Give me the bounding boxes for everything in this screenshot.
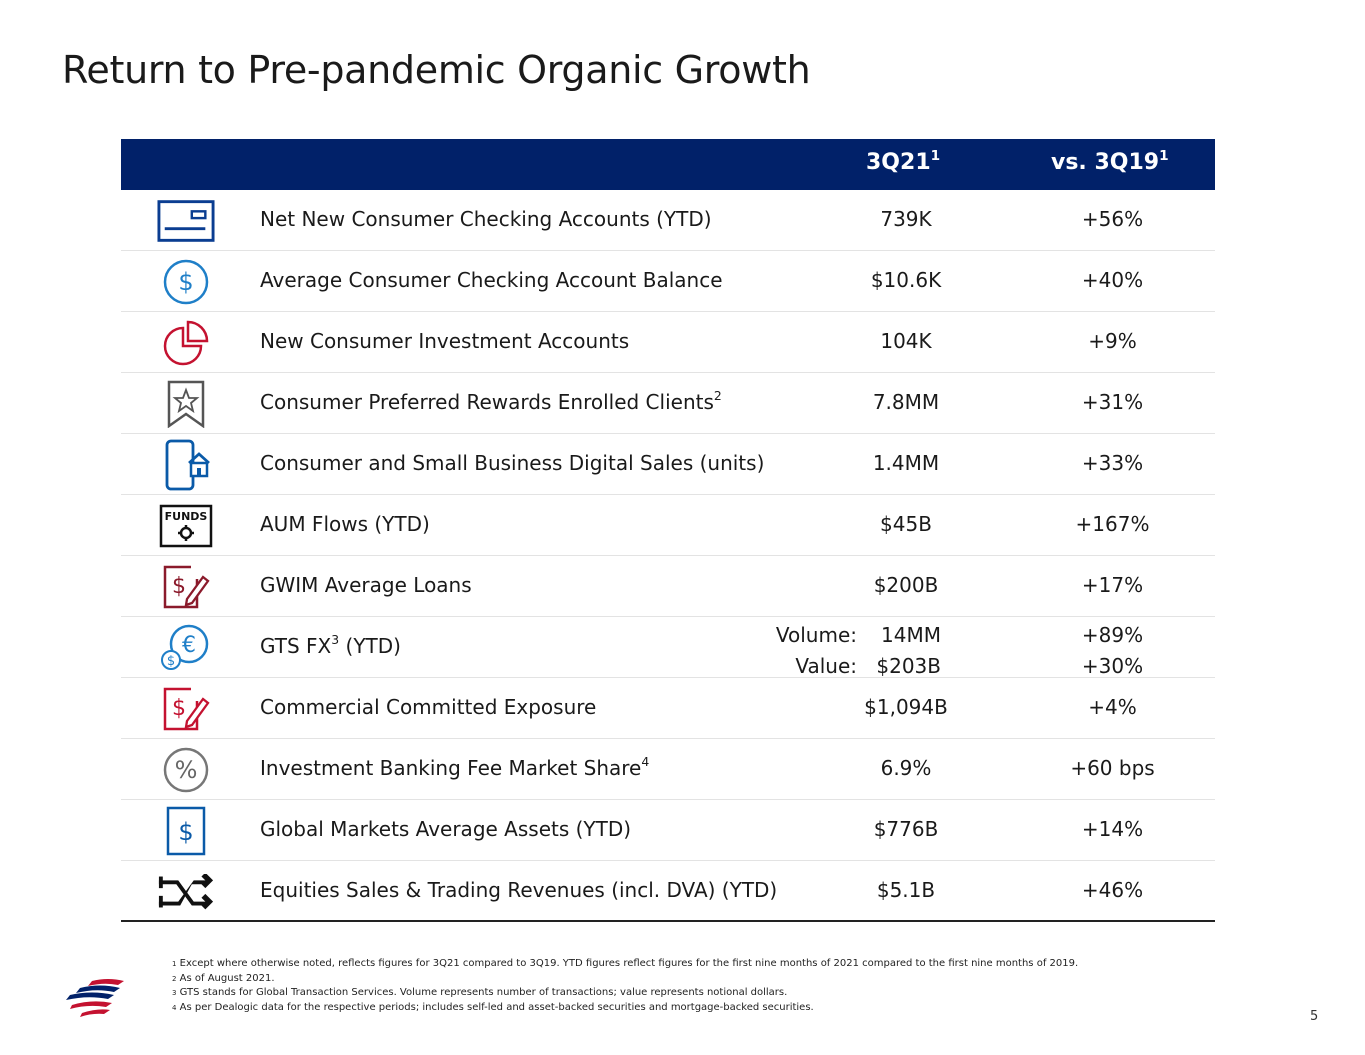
row-value: Volume: 14MM Value: $203B <box>761 620 1001 682</box>
row-label: Equities Sales & Trading Revenues (incl.… <box>260 878 778 902</box>
dollar-pen-icon: $ <box>157 686 215 732</box>
row-value: 104K <box>880 329 932 353</box>
row-label: Consumer Preferred Rewards Enrolled Clie… <box>260 388 722 414</box>
metrics-table: 3Q211 vs. 3Q191 Net New Consumer Checkin… <box>121 139 1215 922</box>
bookmark-star-icon <box>157 380 215 428</box>
row-value: $45B <box>880 512 932 536</box>
funds-gear-icon: FUNDS <box>157 503 215 549</box>
table-row: $ Average Consumer Checking Account Bala… <box>121 251 1215 312</box>
row-change: +167% <box>1075 512 1150 536</box>
fx-value-change: +30% <box>1081 654 1144 678</box>
footnotes: 1 Except where otherwise noted, reflects… <box>172 957 1078 1015</box>
row-value: 6.9% <box>880 756 932 780</box>
row-value: 1.4MM <box>872 451 940 475</box>
row-change: +14% <box>1081 817 1144 841</box>
row-value: $1,094B <box>864 695 948 719</box>
footnote-2: 2 As of August 2021. <box>172 972 275 984</box>
row-label: GTS FX3 (YTD) <box>260 632 401 658</box>
svg-text:FUNDS: FUNDS <box>165 510 208 523</box>
table-row: $ GWIM Average Loans $200B +17% <box>121 556 1215 617</box>
page-title: Return to Pre-pandemic Organic Growth <box>62 48 811 92</box>
svg-text:%: % <box>175 756 198 784</box>
row-value: 739K <box>880 207 932 231</box>
row-label: Investment Banking Fee Market Share4 <box>260 754 650 780</box>
row-label: Net New Consumer Checking Accounts (YTD) <box>260 207 712 231</box>
row-change: +56% <box>1081 207 1144 231</box>
row-change: +17% <box>1081 573 1144 597</box>
fx-value-value: Value: $203B <box>795 654 941 678</box>
row-value: 7.8MM <box>872 390 940 414</box>
row-change: +31% <box>1081 390 1144 414</box>
table-row: New Consumer Investment Accounts 104K +9… <box>121 312 1215 373</box>
row-label: Consumer and Small Business Digital Sale… <box>260 451 765 475</box>
table-row: € $ GTS FX3 (YTD) Volume: 14MM Value: $203B… <box>121 617 1215 678</box>
row-change: +89% +30% <box>1021 620 1204 682</box>
row-label: Commercial Committed Exposure <box>260 695 597 719</box>
dollar-document-icon: $ <box>157 806 215 856</box>
svg-text:€: € <box>182 633 196 658</box>
pie-chart-icon <box>157 320 215 366</box>
table-row: $ Global Markets Average Assets (YTD) $7… <box>121 800 1215 861</box>
svg-text:$: $ <box>167 654 175 669</box>
header-vs-3q19: vs. 3Q191 <box>1051 148 1169 175</box>
table-row: Net New Consumer Checking Accounts (YTD)… <box>121 190 1215 251</box>
trading-arrows-icon <box>157 869 215 915</box>
row-change: +9% <box>1088 329 1137 353</box>
svg-text:$: $ <box>178 268 193 296</box>
percent-circle-icon: % <box>157 747 215 793</box>
row-change: +33% <box>1081 451 1144 475</box>
svg-text:$: $ <box>178 818 193 846</box>
row-label: AUM Flows (YTD) <box>260 512 430 536</box>
footnote-3: 3 GTS stands for Global Transaction Serv… <box>172 987 788 998</box>
row-value: $10.6K <box>870 268 942 292</box>
fx-volume-value: Volume: 14MM <box>775 623 941 647</box>
dollar-circle-icon: $ <box>157 259 215 305</box>
row-label: Global Markets Average Assets (YTD) <box>260 817 632 841</box>
table-row: Equities Sales & Trading Revenues (incl.… <box>121 861 1215 922</box>
dollar-pen-icon: $ <box>157 564 215 610</box>
row-value: $5.1B <box>876 878 936 902</box>
table-row: % Investment Banking Fee Market Share4 6… <box>121 739 1215 800</box>
euro-dollar-icon: € $ <box>157 624 215 671</box>
row-value: $776B <box>873 817 939 841</box>
svg-text:$: $ <box>172 696 186 721</box>
table-row: FUNDS AUM Flows (YTD) $45B +167% <box>121 495 1215 556</box>
row-change: +4% <box>1088 695 1137 719</box>
checking-card-icon <box>157 198 215 244</box>
row-label: GWIM Average Loans <box>260 573 472 597</box>
svg-text:$: $ <box>172 574 186 599</box>
table-row: $ Commercial Committed Exposure $1,094B … <box>121 678 1215 739</box>
bank-flag-logo-icon <box>62 975 132 1029</box>
table-row: Consumer and Small Business Digital Sale… <box>121 434 1215 495</box>
row-change: +46% <box>1081 878 1144 902</box>
table-header: 3Q211 vs. 3Q191 <box>121 139 1215 190</box>
row-change: +60 bps <box>1070 756 1155 780</box>
footnote-4: 4 As per Dealogic data for the respectiv… <box>172 1001 814 1013</box>
footnote-1: 1 Except where otherwise noted, reflects… <box>172 958 1079 969</box>
page-number: 5 <box>1310 1009 1319 1024</box>
fx-volume-change: +89% <box>1081 623 1144 647</box>
row-value: $200B <box>873 573 939 597</box>
row-label: Average Consumer Checking Account Balanc… <box>260 268 723 292</box>
phone-home-icon <box>157 439 215 491</box>
table-row: Consumer Preferred Rewards Enrolled Clie… <box>121 373 1215 434</box>
row-label: New Consumer Investment Accounts <box>260 329 630 353</box>
header-3q21: 3Q211 <box>866 148 941 175</box>
row-change: +40% <box>1081 268 1144 292</box>
